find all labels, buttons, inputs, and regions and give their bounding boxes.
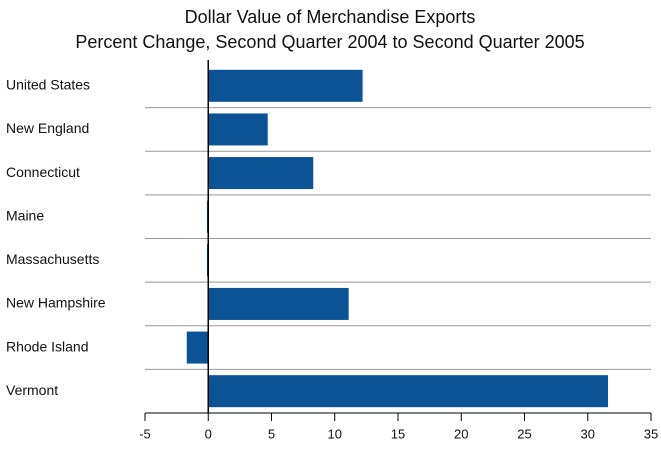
bar (208, 375, 608, 408)
x-tick-label: 10 (328, 426, 342, 441)
category-label: Vermont (6, 382, 58, 398)
x-tick-label: 20 (454, 426, 468, 441)
x-tick-label: 30 (581, 426, 595, 441)
bar (208, 287, 349, 320)
category-label: Connecticut (6, 164, 80, 180)
bar (208, 113, 268, 146)
category-label: Maine (6, 207, 44, 223)
x-tick-label: 15 (391, 426, 405, 441)
bar (208, 69, 363, 102)
x-tick-label: 5 (268, 426, 275, 441)
category-label: New Hampshire (6, 295, 106, 311)
category-label: United States (6, 77, 90, 93)
category-label: Massachusetts (6, 251, 99, 267)
x-tick-label: 35 (644, 426, 658, 441)
bar (208, 157, 314, 190)
bar (186, 331, 209, 364)
category-label: New England (6, 120, 89, 136)
chart-title: Dollar Value of Merchandise Exports (185, 7, 476, 27)
x-tick-label: 25 (517, 426, 531, 441)
category-label: Rhode Island (6, 338, 89, 354)
chart-subtitle: Percent Change, Second Quarter 2004 to S… (75, 32, 584, 52)
x-tick-label: -5 (139, 426, 151, 441)
x-tick-label: 0 (205, 426, 212, 441)
